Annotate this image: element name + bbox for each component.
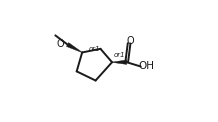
Polygon shape bbox=[66, 43, 82, 53]
Polygon shape bbox=[112, 60, 127, 64]
Text: or1: or1 bbox=[89, 46, 100, 52]
Text: OH: OH bbox=[139, 61, 155, 71]
Text: or1: or1 bbox=[113, 52, 125, 58]
Text: O: O bbox=[57, 39, 64, 49]
Text: O: O bbox=[127, 36, 135, 46]
